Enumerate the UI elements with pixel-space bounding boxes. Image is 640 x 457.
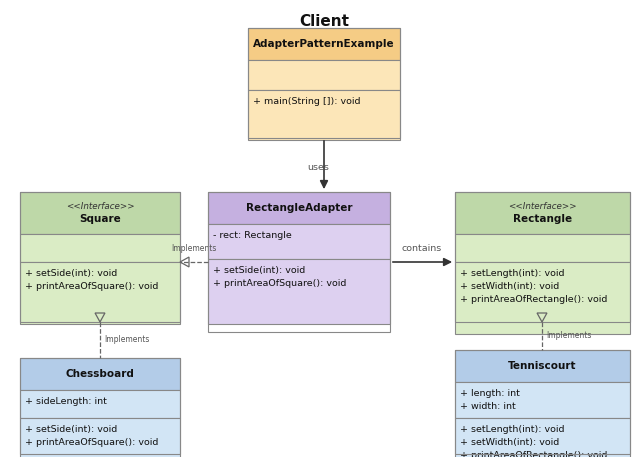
Bar bbox=[455, 382, 630, 418]
Bar bbox=[20, 192, 180, 322]
Text: contains: contains bbox=[402, 244, 442, 253]
Bar bbox=[208, 224, 390, 259]
Text: AdapterPatternExample: AdapterPatternExample bbox=[253, 39, 395, 49]
Bar bbox=[455, 350, 630, 454]
Bar bbox=[20, 390, 180, 418]
Text: + setLength(int): void: + setLength(int): void bbox=[460, 425, 564, 434]
Text: - rect: Rectangle: - rect: Rectangle bbox=[213, 231, 292, 240]
Text: Implements: Implements bbox=[546, 331, 591, 340]
Bar bbox=[248, 28, 400, 60]
Text: Implements: Implements bbox=[172, 244, 217, 253]
Text: <<Interface>>: <<Interface>> bbox=[508, 202, 577, 211]
Bar bbox=[455, 262, 630, 334]
Text: Client: Client bbox=[299, 14, 349, 29]
Text: + printAreaOfSquare(): void: + printAreaOfSquare(): void bbox=[213, 279, 346, 288]
Text: RectangleAdapter: RectangleAdapter bbox=[246, 203, 352, 213]
Text: <<Interface>>: <<Interface>> bbox=[66, 202, 134, 211]
Text: Square: Square bbox=[79, 214, 121, 224]
Bar bbox=[208, 192, 390, 332]
Bar bbox=[20, 234, 180, 262]
Text: Implements: Implements bbox=[104, 335, 149, 345]
Bar bbox=[455, 418, 630, 457]
Text: + setLength(int): void: + setLength(int): void bbox=[460, 269, 564, 278]
Text: + setWidth(int): void: + setWidth(int): void bbox=[460, 282, 559, 291]
Text: + length: int: + length: int bbox=[460, 389, 520, 398]
Text: + printAreaOfSquare(): void: + printAreaOfSquare(): void bbox=[25, 282, 158, 291]
Text: + printAreaOfRectangle(): void: + printAreaOfRectangle(): void bbox=[460, 451, 607, 457]
Bar bbox=[248, 60, 400, 90]
Bar bbox=[208, 192, 390, 224]
Bar bbox=[20, 262, 180, 324]
Text: + sideLength: int: + sideLength: int bbox=[25, 397, 107, 406]
Bar bbox=[455, 350, 630, 382]
Bar bbox=[455, 234, 630, 262]
Text: + setSide(int): void: + setSide(int): void bbox=[25, 269, 117, 278]
Text: + setSide(int): void: + setSide(int): void bbox=[25, 425, 117, 434]
Text: + setSide(int): void: + setSide(int): void bbox=[213, 266, 305, 275]
Text: + printAreaOfRectangle(): void: + printAreaOfRectangle(): void bbox=[460, 295, 607, 304]
Bar bbox=[208, 259, 390, 324]
Text: + setWidth(int): void: + setWidth(int): void bbox=[460, 438, 559, 447]
Text: Rectangle: Rectangle bbox=[513, 214, 572, 224]
Text: + width: int: + width: int bbox=[460, 402, 516, 411]
Bar bbox=[20, 192, 180, 234]
Text: Chessboard: Chessboard bbox=[65, 369, 134, 379]
Text: Tenniscourt: Tenniscourt bbox=[508, 361, 577, 371]
Bar bbox=[20, 358, 180, 390]
Bar bbox=[455, 192, 630, 322]
Bar bbox=[455, 192, 630, 234]
Text: + main(String []): void: + main(String []): void bbox=[253, 97, 360, 106]
Bar bbox=[20, 418, 180, 457]
Bar bbox=[248, 90, 400, 140]
Bar bbox=[20, 358, 180, 454]
Text: uses: uses bbox=[307, 164, 329, 172]
Bar bbox=[248, 28, 400, 138]
Text: + printAreaOfSquare(): void: + printAreaOfSquare(): void bbox=[25, 438, 158, 447]
